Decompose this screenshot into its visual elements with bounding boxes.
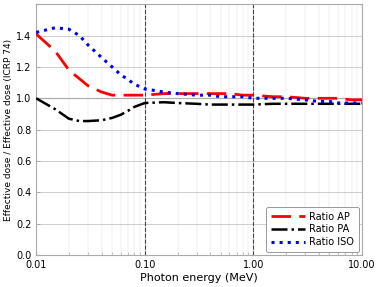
Ratio ISO [110, 65, 114, 69]
Ratio ISO [208, 94, 212, 97]
Ratio AP [360, 98, 364, 102]
Ratio ISO [53, 26, 58, 30]
Line: Ratio AP: Ratio AP [36, 34, 362, 100]
Ratio ISO [77, 34, 82, 37]
Ratio PA [119, 113, 123, 117]
Ratio PA [303, 102, 307, 106]
Ratio ISO [336, 101, 340, 105]
Ratio PA [110, 116, 114, 120]
Ratio ISO [86, 43, 90, 47]
Ratio ISO [284, 97, 288, 100]
Ratio AP [86, 84, 90, 88]
X-axis label: Photon energy (MeV): Photon energy (MeV) [140, 273, 258, 283]
Ratio ISO [34, 31, 38, 34]
Ratio AP [317, 97, 321, 100]
Ratio AP [132, 94, 136, 97]
Ratio AP [99, 90, 104, 94]
Ratio AP [110, 94, 114, 97]
Ratio AP [34, 32, 38, 36]
Ratio PA [317, 102, 321, 106]
Ratio ISO [303, 98, 307, 102]
Ratio AP [227, 92, 232, 95]
Ratio ISO [349, 101, 354, 105]
Ratio PA [66, 117, 71, 121]
Ratio PA [34, 97, 38, 100]
Y-axis label: Effective dose / Effective dose (ICRP 74): Effective dose / Effective dose (ICRP 74… [4, 39, 13, 221]
Ratio AP [349, 98, 354, 102]
Ratio AP [53, 50, 58, 53]
Ratio PA [360, 102, 364, 106]
Ratio ISO [99, 56, 104, 59]
Ratio PA [218, 103, 223, 106]
Ratio PA [99, 119, 104, 122]
Ratio ISO [142, 87, 147, 91]
Ratio PA [284, 102, 288, 106]
Ratio AP [162, 92, 166, 95]
Ratio AP [126, 94, 130, 97]
Ratio PA [132, 105, 136, 109]
Ratio PA [162, 100, 166, 104]
Line: Ratio ISO: Ratio ISO [36, 28, 362, 103]
Ratio ISO [66, 28, 71, 31]
Ratio AP [175, 92, 180, 95]
Ratio ISO [162, 90, 166, 94]
Ratio AP [303, 97, 307, 100]
Ratio ISO [132, 82, 136, 86]
Ratio PA [241, 103, 245, 106]
Ratio AP [336, 97, 340, 100]
Ratio PA [208, 103, 212, 106]
Legend: Ratio AP, Ratio PA, Ratio ISO: Ratio AP, Ratio PA, Ratio ISO [266, 207, 359, 252]
Ratio PA [77, 119, 82, 123]
Ratio PA [194, 102, 199, 106]
Line: Ratio PA: Ratio PA [36, 98, 362, 121]
Ratio ISO [126, 78, 130, 81]
Ratio ISO [241, 95, 245, 98]
Ratio ISO [175, 92, 180, 95]
Ratio ISO [327, 100, 332, 103]
Ratio ISO [360, 101, 364, 105]
Ratio AP [119, 94, 123, 97]
Ratio AP [251, 94, 256, 97]
Ratio AP [218, 92, 223, 95]
Ratio ISO [227, 95, 232, 98]
Ratio AP [241, 94, 245, 97]
Ratio PA [251, 103, 256, 106]
Ratio AP [208, 92, 212, 95]
Ratio AP [142, 94, 147, 97]
Ratio PA [327, 102, 332, 106]
Ratio ISO [218, 95, 223, 98]
Ratio PA [270, 102, 275, 106]
Ratio AP [66, 68, 71, 72]
Ratio ISO [119, 73, 123, 77]
Ratio AP [284, 95, 288, 98]
Ratio PA [175, 101, 180, 105]
Ratio PA [126, 109, 130, 113]
Ratio PA [53, 108, 58, 111]
Ratio AP [270, 95, 275, 98]
Ratio PA [336, 102, 340, 106]
Ratio PA [142, 101, 147, 105]
Ratio PA [227, 103, 232, 106]
Ratio PA [86, 119, 90, 123]
Ratio AP [194, 92, 199, 95]
Ratio ISO [270, 97, 275, 100]
Ratio ISO [317, 100, 321, 103]
Ratio ISO [194, 94, 199, 97]
Ratio AP [327, 97, 332, 100]
Ratio PA [349, 102, 354, 106]
Ratio ISO [251, 97, 256, 100]
